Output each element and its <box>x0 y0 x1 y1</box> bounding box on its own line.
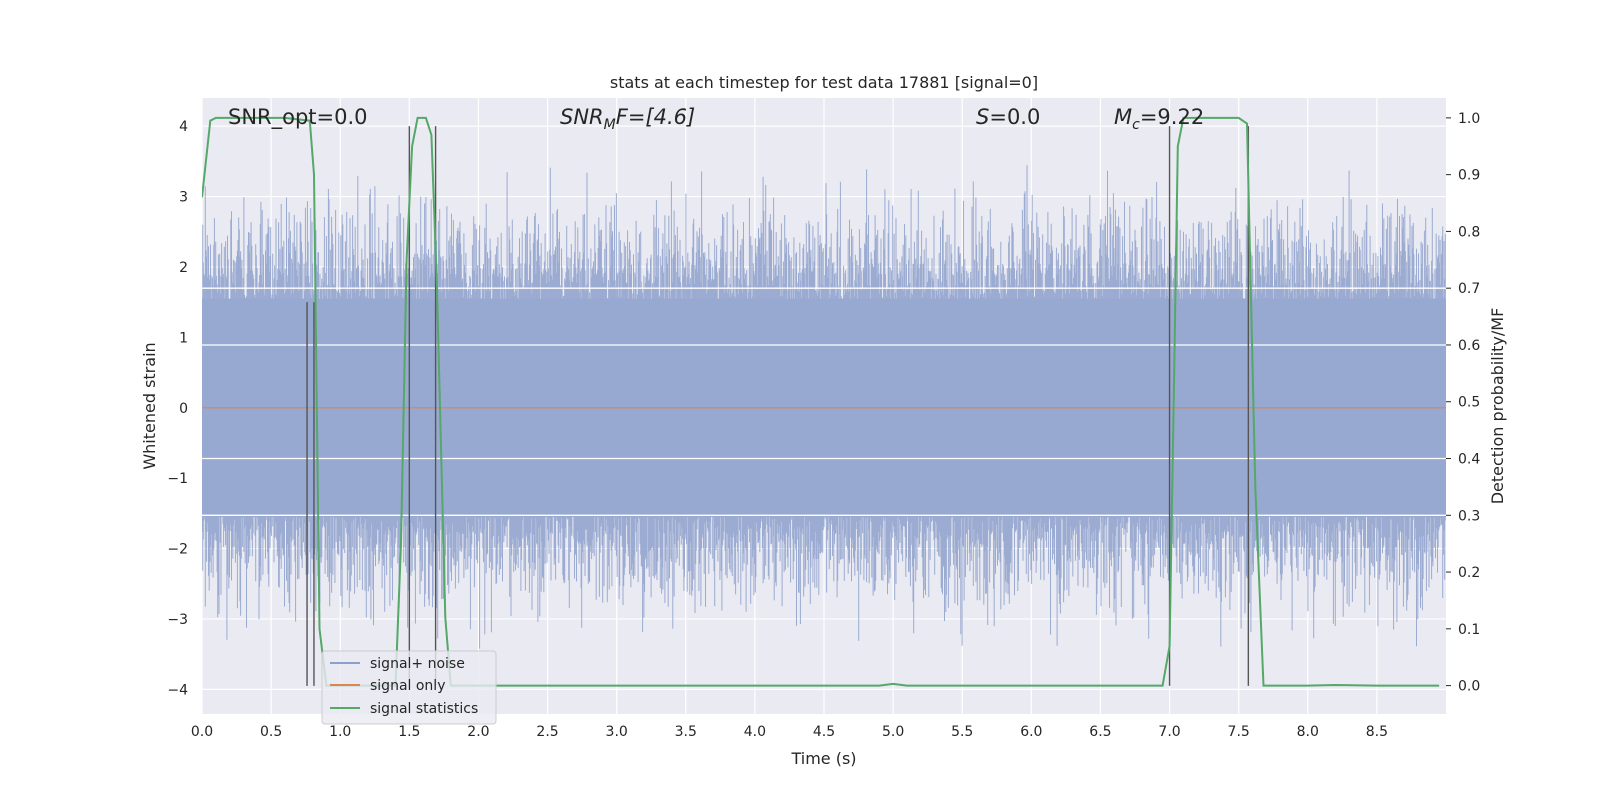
snr-mf-suffix: F=[4.6] <box>616 105 695 129</box>
x-tick-label: 0.0 <box>191 724 213 740</box>
y-right-tick-label: 0.2 <box>1458 565 1480 581</box>
y-right-tick-label: 0.0 <box>1458 679 1480 695</box>
y-tick-label: −1 <box>167 471 188 487</box>
mc-subscript: c <box>1132 117 1140 133</box>
y-tick-label: 4 <box>179 119 188 135</box>
y-tick-label: 2 <box>179 260 188 276</box>
legend-box <box>321 650 497 725</box>
y-tick-label: 0 <box>179 401 188 417</box>
y-right-tick-label: 0.4 <box>1458 452 1480 468</box>
x-tick-label: 4.5 <box>813 724 835 740</box>
annotation-chirp-mass: Mc=9.22 <box>1114 105 1204 133</box>
y-tick-label: 1 <box>179 330 188 346</box>
y-right-tick-label: 1.0 <box>1458 111 1480 127</box>
snr-mf-subscript: M <box>604 117 616 133</box>
x-tick-label: 1.0 <box>329 724 351 740</box>
annotation-snr-opt: SNR_opt=0.0 <box>228 105 368 130</box>
y-axis-label: Whitened strain <box>140 342 159 469</box>
y-right-tick-label: 0.1 <box>1458 622 1480 638</box>
x-axis-label: Time (s) <box>790 749 856 768</box>
legend: signal+ noise signal only signal statist… <box>321 650 497 725</box>
x-tick-label: 2.0 <box>467 724 489 740</box>
x-tick-label: 7.0 <box>1158 724 1180 740</box>
x-tick-label: 4.0 <box>744 724 766 740</box>
annotation-s-stat: S=0.0 <box>976 105 1040 129</box>
x-tick-label: 6.5 <box>1089 724 1111 740</box>
y-right-tick-label: 0.6 <box>1458 338 1480 354</box>
x-tick-label: 0.5 <box>260 724 282 740</box>
x-tick-label: 2.5 <box>536 724 558 740</box>
s-stat-var: S <box>976 105 989 129</box>
snr-mf-prefix: SNR <box>560 105 604 129</box>
signal-statistics-line <box>202 116 1440 687</box>
chart-title: stats at each timestep for test data 178… <box>610 73 1038 92</box>
y-axis-label-right: Detection probability/MF <box>1488 308 1507 505</box>
x-tick-label: 1.5 <box>398 724 420 740</box>
x-tick-label: 5.0 <box>882 724 904 740</box>
y-right-tick-label: 0.5 <box>1458 395 1480 411</box>
y-ticks: 4 3 2 1 0 −1 −2 −3 −4 <box>167 119 188 698</box>
mc-var: M <box>1114 105 1132 129</box>
y-ticks-right: 1.0 0.9 0.8 0.7 0.6 0.5 0.4 0.3 0.2 0.1 0.0 <box>1446 111 1480 695</box>
x-ticks: 0.0 0.5 1.0 1.5 2.0 2.5 3.0 3.5 4.0 4.5 5.0 5.5 6.0 6… <box>191 724 1388 740</box>
legend-label-signal-only: signal only <box>370 678 445 694</box>
x-tick-label: 6.0 <box>1020 724 1042 740</box>
x-tick-label: 8.0 <box>1297 724 1319 740</box>
legend-label-statistics: signal statistics <box>370 701 478 717</box>
x-tick-label: 3.5 <box>675 724 697 740</box>
y-right-tick-label: 0.9 <box>1458 168 1480 184</box>
y-right-tick-label: 0.8 <box>1458 224 1480 240</box>
legend-label-noise: signal+ noise <box>370 656 465 672</box>
y-tick-label: −2 <box>167 542 188 558</box>
s-stat-val: =0.0 <box>989 105 1040 129</box>
y-right-tick-label: 0.3 <box>1458 508 1480 524</box>
y-tick-label: −3 <box>167 612 188 628</box>
x-tick-label: 5.5 <box>951 724 973 740</box>
x-tick-label: 7.5 <box>1228 724 1250 740</box>
mc-val: =9.22 <box>1140 105 1204 129</box>
annotation-snr-mf: SNRMF=[4.6] <box>560 105 695 133</box>
y-right-tick-label: 0.7 <box>1458 281 1480 297</box>
y-tick-label: 3 <box>179 190 188 206</box>
x-tick-label: 8.5 <box>1366 724 1388 740</box>
x-tick-label: 3.0 <box>606 724 628 740</box>
y-tick-label: −4 <box>167 682 188 698</box>
